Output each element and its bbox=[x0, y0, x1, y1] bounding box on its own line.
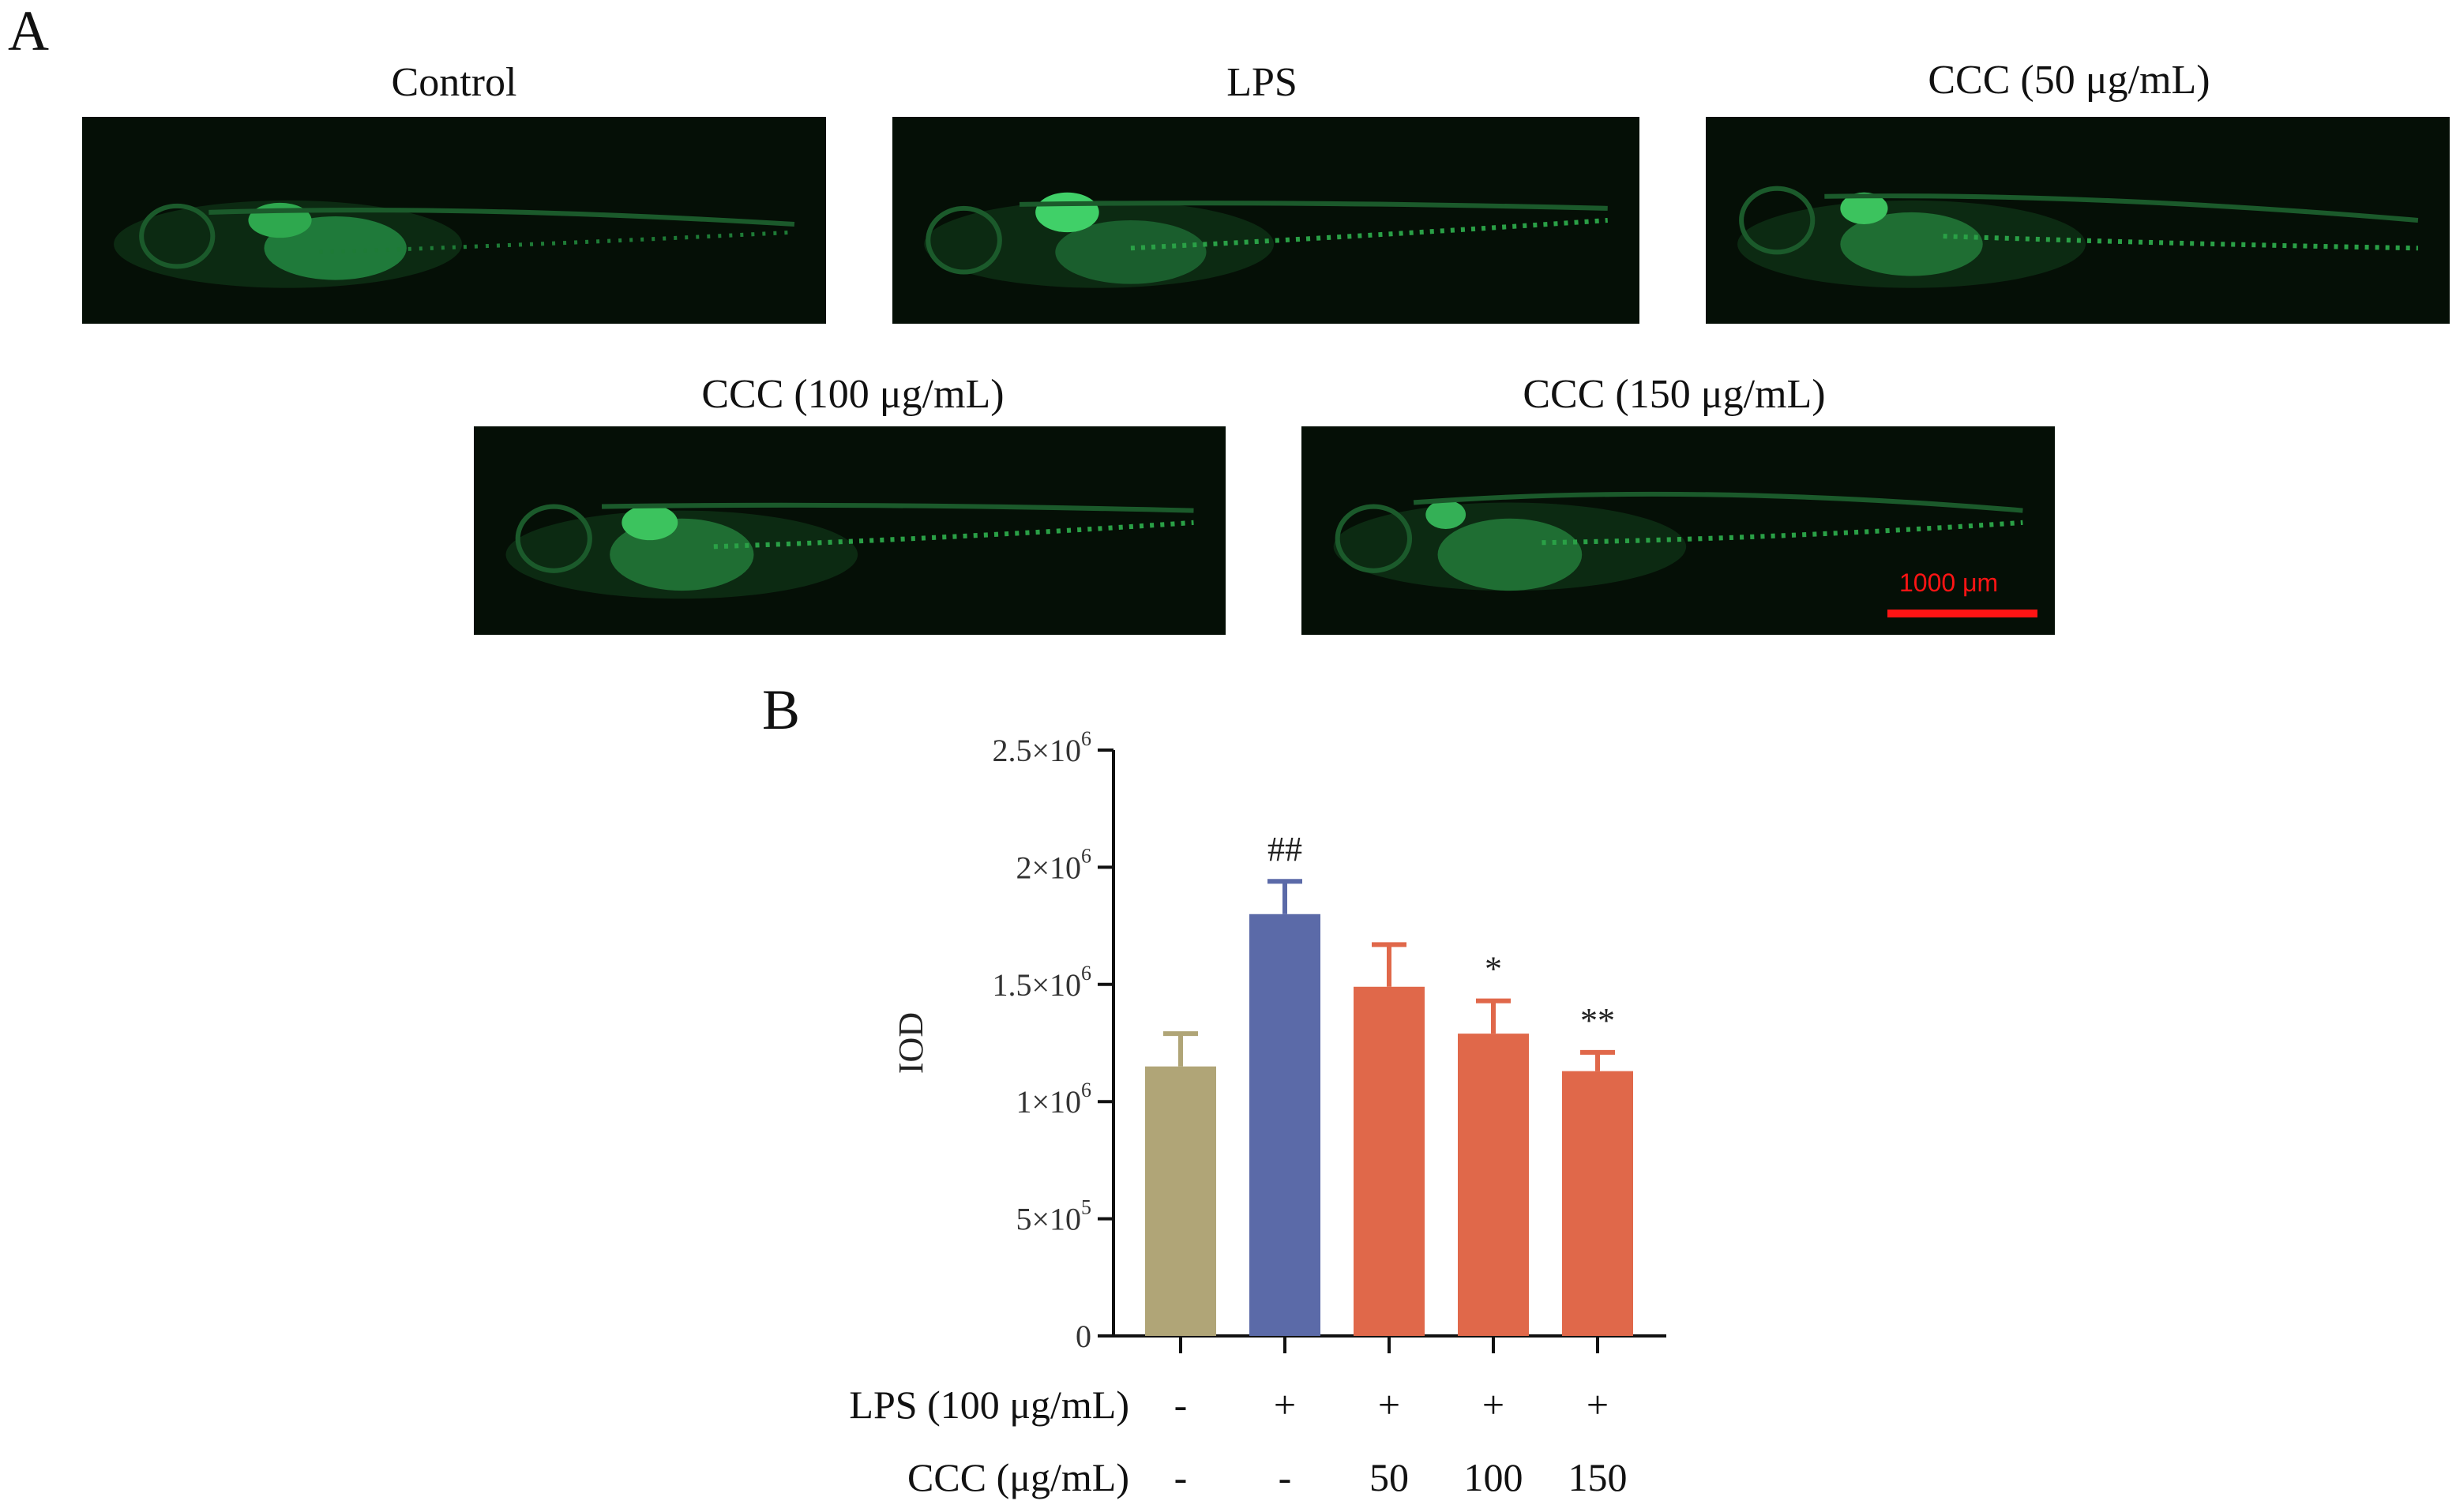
condition-value: + bbox=[1377, 1383, 1401, 1427]
condition-label-ccc: CCC (μg/mL) bbox=[907, 1455, 1129, 1499]
image-title-ccc-50: CCC (50 μg/mL) bbox=[1928, 58, 2210, 103]
condition-value: - bbox=[1174, 1455, 1188, 1499]
fish-image-lps bbox=[892, 117, 1639, 324]
panel-a-label: A bbox=[8, 0, 49, 62]
scale-bar bbox=[1887, 610, 2037, 617]
condition-value: + bbox=[1586, 1383, 1609, 1427]
fish-image-ccc-150 bbox=[1301, 426, 2055, 635]
bar bbox=[1249, 914, 1320, 1336]
bar bbox=[1562, 1071, 1633, 1336]
panel-b-label: B bbox=[762, 678, 801, 741]
significance-marker: * bbox=[1485, 950, 1502, 989]
condition-value: 50 bbox=[1369, 1455, 1409, 1499]
bar bbox=[1354, 986, 1425, 1336]
y-tick-label: 5×105 bbox=[1016, 1196, 1091, 1237]
condition-value: - bbox=[1278, 1455, 1292, 1499]
y-tick-label: 2×106 bbox=[1016, 844, 1091, 885]
y-tick-label: 1.5×106 bbox=[992, 962, 1091, 1003]
y-tick-label: 0 bbox=[1076, 1319, 1091, 1354]
image-title-lps: LPS bbox=[1226, 60, 1297, 105]
condition-value: 100 bbox=[1463, 1455, 1523, 1499]
fish-image-control bbox=[82, 117, 826, 324]
image-title-control: Control bbox=[391, 60, 517, 105]
image-title-ccc-150: CCC (150 μg/mL) bbox=[1523, 372, 1826, 417]
condition-value: - bbox=[1174, 1383, 1188, 1427]
bar bbox=[1145, 1066, 1216, 1336]
y-axis-label: IOD bbox=[892, 1012, 930, 1074]
condition-value: 150 bbox=[1568, 1455, 1628, 1499]
fish-image-ccc-100 bbox=[474, 426, 1226, 635]
scale-bar-label: 1000 μm bbox=[1899, 568, 1999, 597]
condition-value: + bbox=[1481, 1383, 1505, 1427]
bar bbox=[1458, 1034, 1529, 1336]
y-tick-label: 2.5×106 bbox=[992, 727, 1091, 768]
fish-image-ccc-50 bbox=[1706, 117, 2450, 324]
image-title-ccc-100: CCC (100 μg/mL) bbox=[701, 372, 1005, 417]
significance-marker: ** bbox=[1580, 1001, 1615, 1040]
significance-marker: ## bbox=[1267, 830, 1302, 869]
condition-label-lps: LPS (100 μg/mL) bbox=[849, 1383, 1129, 1427]
condition-value: + bbox=[1273, 1383, 1297, 1427]
y-tick-label: 1×106 bbox=[1016, 1079, 1091, 1120]
